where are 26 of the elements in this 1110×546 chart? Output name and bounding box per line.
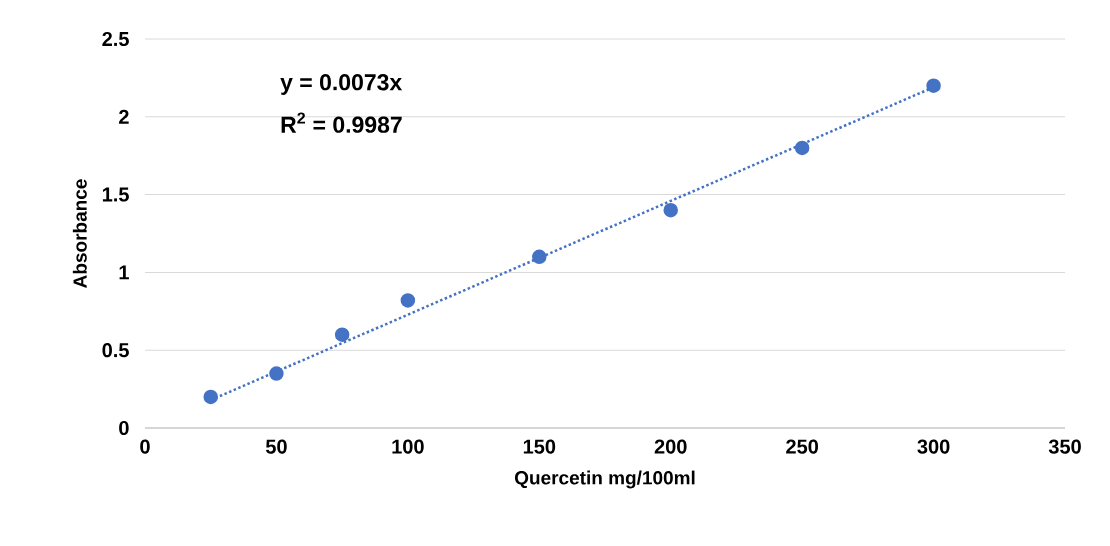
point: [400, 293, 416, 308]
y-axis-title: Absorbance: [72, 179, 87, 288]
point: [532, 249, 547, 265]
y-tick-label: 2: [119, 109, 129, 124]
y-tick-label: 0: [119, 420, 129, 436]
x-tick-label: 300: [917, 439, 950, 454]
y-tick-label: 1.5: [102, 187, 129, 202]
y-tick-label: 2.5: [102, 31, 129, 47]
x-tick-label: 50: [265, 439, 287, 454]
y-tick-label: 0.5: [102, 343, 129, 358]
x-tick-label: 150: [523, 439, 556, 454]
y-tick-label: 1: [119, 265, 129, 280]
x-tick-label: 350: [1048, 439, 1081, 454]
point: [926, 78, 941, 93]
annotation: R$^{2}$ = 0.9987: [281, 112, 402, 133]
point: [794, 140, 810, 156]
x-axis-title: Quercetin mg/100ml: [514, 470, 695, 489]
x-tick-label: 200: [654, 439, 687, 454]
x-tick-label: 0: [140, 439, 150, 454]
x-tick-label: 100: [392, 439, 424, 454]
point: [269, 366, 284, 381]
point: [334, 327, 350, 342]
point: [663, 202, 678, 218]
annotation: y = 0.0073x: [280, 74, 403, 95]
point: [203, 389, 218, 405]
x-tick-label: 250: [786, 439, 819, 454]
